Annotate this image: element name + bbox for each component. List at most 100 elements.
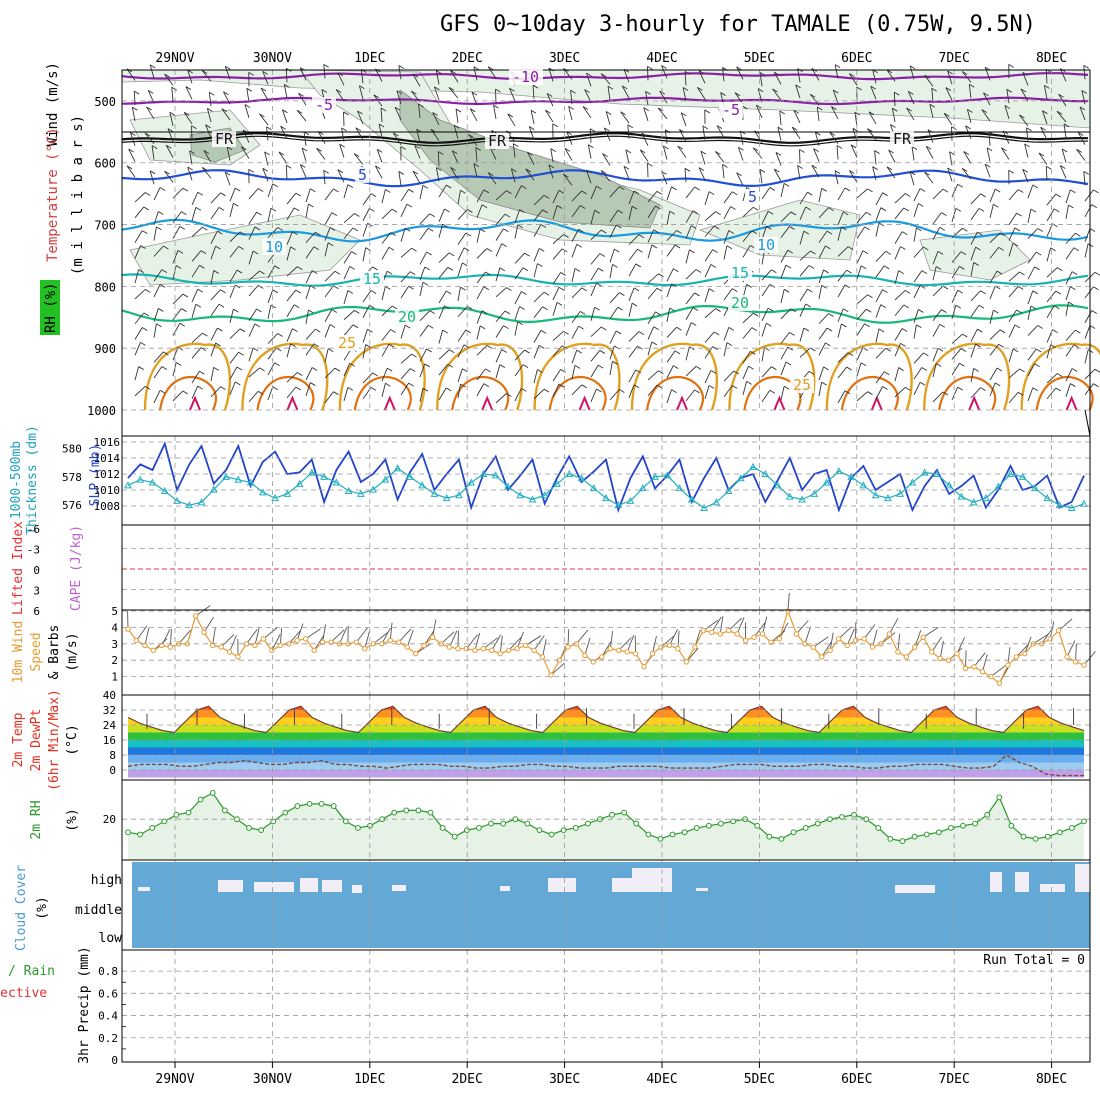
wind-barb <box>324 324 331 338</box>
wind-barb-flag <box>506 287 512 291</box>
isotherm-label: 25 <box>338 334 356 352</box>
wind-barb <box>875 251 887 262</box>
wind-ylabel-2: Speed <box>29 632 44 671</box>
wind-barb <box>628 190 635 205</box>
wind-barb-flag <box>132 106 138 111</box>
wind-barb-flag <box>259 113 265 118</box>
wind-barb-flag <box>355 127 362 132</box>
wind-barb <box>305 309 309 324</box>
wind-barb-flag <box>849 170 855 174</box>
wind-barb-flag <box>903 207 910 212</box>
wind-barb <box>925 146 934 159</box>
thickness-point <box>528 495 537 503</box>
wind-barb-flag <box>313 246 320 251</box>
cloud-clear-patch <box>352 885 362 893</box>
wind-barb <box>473 163 478 178</box>
wind-barb <box>837 211 844 226</box>
wind-tick-label: 4 <box>111 621 118 634</box>
wind-barb <box>1056 110 1067 123</box>
wind-barb-flag <box>239 328 246 333</box>
wind-barb <box>191 385 199 400</box>
wind-barb-flag <box>810 347 816 352</box>
isotherm-label-bg <box>890 131 914 147</box>
wind-barb <box>201 70 212 82</box>
wind-10m-barb <box>330 629 345 643</box>
wind-barb <box>780 361 787 376</box>
wind-barb <box>505 130 516 142</box>
wind-barb <box>298 93 307 106</box>
wind-barb-flag <box>901 231 908 236</box>
wind-barb <box>970 247 976 261</box>
wind-barb <box>189 150 193 165</box>
wind-barb <box>752 147 763 159</box>
wind-barb <box>1065 344 1075 357</box>
wind-barb-flag <box>977 328 983 333</box>
wind-barb-flag <box>834 170 841 174</box>
wind-barb <box>590 350 601 362</box>
wind-barb-flag <box>638 234 645 239</box>
wind-barb-flag <box>270 304 277 309</box>
wind-barb <box>761 211 769 225</box>
wind-barb-flag <box>647 65 653 70</box>
thickness-point <box>295 479 304 487</box>
thickness-point <box>332 478 341 486</box>
wind-barb <box>816 106 820 121</box>
wind-barb <box>563 173 573 186</box>
wind-barb <box>438 329 444 344</box>
wind-barb <box>343 227 354 239</box>
wind-barb-flag <box>543 194 550 199</box>
wind-barb <box>742 312 754 324</box>
wind-barb <box>628 303 633 317</box>
wind-barb <box>811 165 820 178</box>
wind-barb <box>628 331 640 342</box>
wind-barb <box>1083 171 1086 186</box>
temp-bands <box>128 706 1084 778</box>
wind-barb <box>400 189 410 202</box>
wind-barb-flag <box>1081 90 1088 94</box>
isotherm-7 <box>121 304 1089 324</box>
wind-barb <box>324 270 336 282</box>
thickness-point <box>173 496 181 504</box>
wind-barb <box>799 347 811 358</box>
rh-point <box>488 820 494 827</box>
wind-barb <box>696 87 706 100</box>
isotherm-25-bulge <box>923 342 1011 411</box>
rh-point <box>766 833 773 840</box>
temp-tick-label: 24 <box>103 719 117 732</box>
rh-point <box>342 818 349 825</box>
wind-barb-flag <box>199 264 205 269</box>
wind-barb <box>286 289 297 302</box>
wind-speed-point <box>666 642 673 649</box>
wind-barb-flag <box>394 106 401 111</box>
wind-barb <box>533 306 543 319</box>
thickness-point <box>430 489 439 497</box>
cloud-clear-patch <box>696 888 708 891</box>
wind-barb-flag <box>257 188 264 192</box>
cloud-clear-patch <box>218 880 243 892</box>
wind-barb <box>666 307 671 322</box>
wind-barb <box>323 64 326 79</box>
wind-10m-barb <box>804 626 811 644</box>
wind-barb-flag <box>524 252 530 257</box>
wind-barb-flag <box>295 386 302 391</box>
thickness-point <box>283 489 292 497</box>
wind-10m-barb <box>542 639 547 658</box>
wind-barb <box>282 109 288 124</box>
wind-barb <box>343 213 355 224</box>
rh-point <box>330 803 337 809</box>
wind-barb-flag <box>885 347 891 352</box>
wind-barb <box>134 385 146 397</box>
wind-barb-flag <box>918 309 924 313</box>
wind-barb-flag <box>813 148 819 152</box>
wind-barb-flag <box>445 184 452 189</box>
wind-barb-flag <box>138 269 144 274</box>
date-label-bottom: 30NOV <box>253 1072 292 1087</box>
wind-barb <box>621 85 630 99</box>
wind-barb <box>552 205 558 219</box>
wind-barb-flag <box>766 225 772 230</box>
wind-barb <box>1063 123 1067 138</box>
wind-barb-flag <box>185 86 192 90</box>
rh-tick-label: 20 <box>103 813 116 826</box>
wind-10m-barb <box>483 637 498 650</box>
wind-barb-flag <box>519 209 525 213</box>
